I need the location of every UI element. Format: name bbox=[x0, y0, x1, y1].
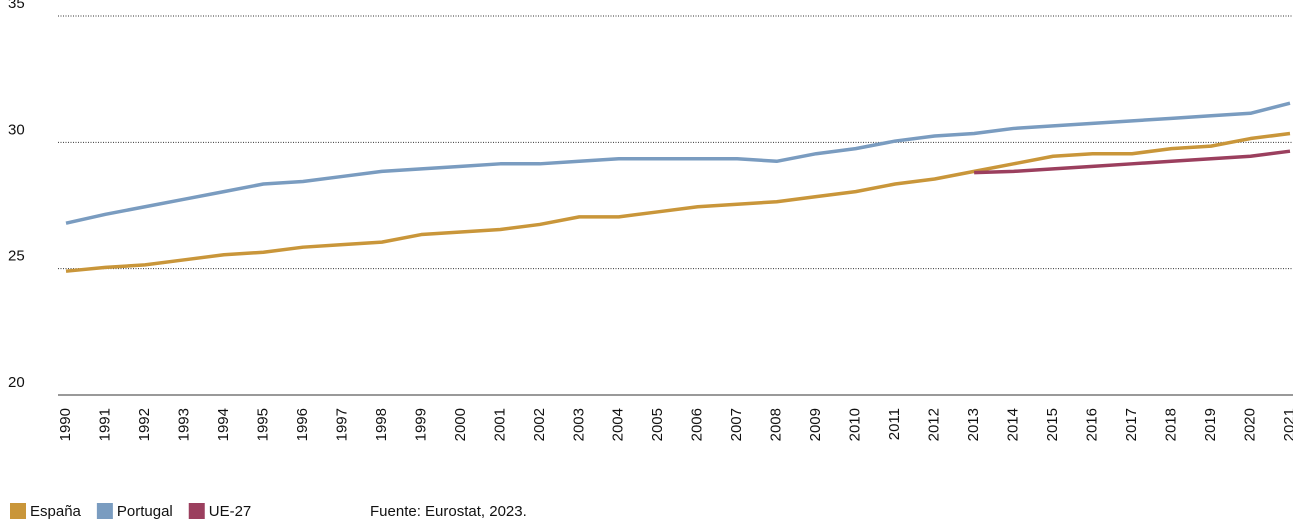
x-tick-label: 1994 bbox=[215, 408, 232, 441]
x-tick-label: 2003 bbox=[570, 408, 587, 441]
x-tick-label: 2012 bbox=[926, 408, 943, 441]
x-tick-label: 1998 bbox=[373, 408, 390, 441]
x-tick-label: 2002 bbox=[531, 408, 548, 441]
legend-swatch bbox=[96, 503, 113, 519]
data-line bbox=[974, 149, 1291, 175]
y-tick-label: 20 bbox=[8, 374, 25, 391]
y-tick-label: 25 bbox=[8, 248, 25, 265]
legend-swatch bbox=[188, 503, 205, 519]
x-tick-label: 1996 bbox=[294, 408, 311, 441]
data-line bbox=[65, 131, 1291, 273]
x-tick-label: 2011 bbox=[886, 408, 903, 440]
legend-swatch bbox=[10, 503, 26, 519]
x-tick-label: 2021 bbox=[1281, 408, 1293, 441]
x-tick-label: 2000 bbox=[452, 408, 469, 441]
x-tick-label: 2008 bbox=[768, 408, 785, 441]
x-tick-label: 2017 bbox=[1123, 408, 1140, 441]
x-tick-label: 2018 bbox=[1163, 408, 1180, 441]
x-tick-label: 2007 bbox=[728, 408, 745, 441]
legend-label: Portugal bbox=[117, 503, 173, 520]
legend-label: UE-27 bbox=[209, 503, 252, 520]
x-tick-label: 2020 bbox=[1241, 408, 1258, 441]
data-line bbox=[65, 101, 1291, 225]
source-note: Fuente: Eurostat, 2023. bbox=[370, 503, 527, 520]
x-tick-label: 1997 bbox=[333, 408, 350, 441]
x-tick-label: 1999 bbox=[412, 408, 429, 441]
x-tick-label: 2016 bbox=[1084, 408, 1101, 441]
y-tick-label: 35 bbox=[8, 0, 25, 12]
x-tick-label: 1995 bbox=[254, 408, 271, 441]
x-tick-label: 2009 bbox=[807, 408, 824, 441]
x-tick-label: 2010 bbox=[847, 408, 864, 441]
x-tick-label: 2004 bbox=[610, 408, 627, 441]
x-tick-label: 1991 bbox=[96, 408, 113, 441]
x-tick-label: 1990 bbox=[57, 408, 74, 441]
x-tick-label: 2013 bbox=[965, 408, 982, 441]
x-tick-label: 1992 bbox=[136, 408, 153, 441]
x-tick-label: 2014 bbox=[1005, 408, 1022, 441]
x-tick-label: 2015 bbox=[1044, 408, 1061, 441]
y-tick-label: 30 bbox=[8, 121, 25, 138]
x-tick-label: 2006 bbox=[689, 408, 706, 441]
x-tick-label: 2001 bbox=[491, 408, 508, 441]
x-tick-label: 2005 bbox=[649, 408, 666, 441]
x-tick-label: 2019 bbox=[1202, 408, 1219, 441]
x-tick-label: 1993 bbox=[175, 408, 192, 441]
legend-label: España bbox=[30, 503, 82, 520]
